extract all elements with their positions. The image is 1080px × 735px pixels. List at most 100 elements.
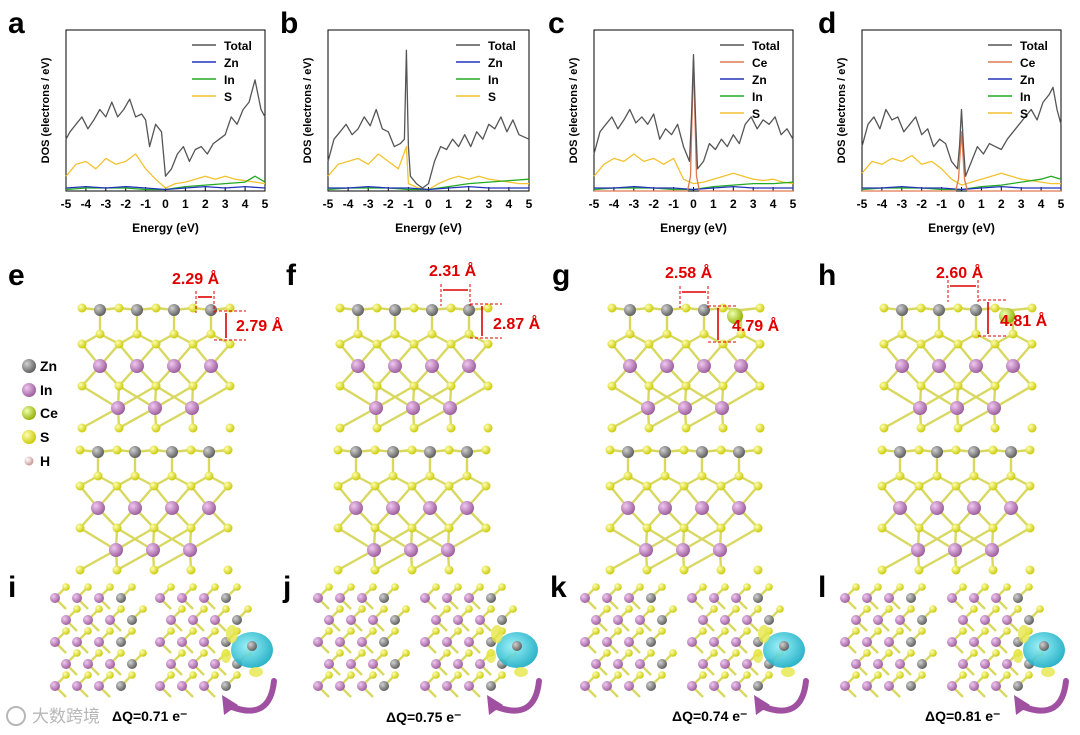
atom-s xyxy=(204,471,214,481)
atom-in xyxy=(183,543,197,557)
bond xyxy=(81,384,119,410)
atom-s xyxy=(169,329,179,339)
atom-zn xyxy=(390,615,400,625)
charge-slab xyxy=(155,583,252,698)
atom-in xyxy=(991,593,1001,603)
atom-in xyxy=(1002,659,1012,669)
atom-s xyxy=(971,329,981,339)
atom-s xyxy=(990,339,1000,349)
atom-s xyxy=(1025,445,1035,455)
atom-in xyxy=(947,593,957,603)
atom-s xyxy=(988,445,998,455)
atom-in xyxy=(128,501,142,515)
atom-s xyxy=(225,339,235,349)
atom-s xyxy=(380,605,388,613)
charge-slab xyxy=(580,583,677,698)
atom-s xyxy=(370,481,380,491)
x-axis-label: Energy (eV) xyxy=(928,221,995,235)
atom-zn xyxy=(917,659,927,669)
atom-s xyxy=(62,671,70,679)
atom-zn xyxy=(657,615,667,625)
atom-in xyxy=(109,543,123,557)
atom-in xyxy=(167,359,181,373)
atom-s xyxy=(149,523,159,533)
atom-in xyxy=(357,681,367,691)
legend-label-in: In xyxy=(224,73,235,87)
atom-s xyxy=(167,471,177,481)
atom-in xyxy=(862,593,872,603)
atom-in xyxy=(94,637,104,647)
atom-s xyxy=(679,565,689,575)
series-line-s xyxy=(65,153,266,189)
atom-in xyxy=(431,615,441,625)
atom-s xyxy=(914,481,924,491)
atom-in xyxy=(840,681,850,691)
atom-s xyxy=(370,445,380,455)
atom-s xyxy=(934,329,944,339)
delta-q-label-l: ΔQ=0.81 e⁻ xyxy=(925,708,1000,724)
atom-s xyxy=(614,627,622,635)
atom-s xyxy=(896,627,904,635)
atom-s xyxy=(333,565,343,575)
atom-s xyxy=(669,605,677,613)
dos-chart-d: -5 -4 -3 -2 -1 0 1 2 3 4 5 Energy (eV) DOS (electron… xyxy=(836,29,1065,235)
x-tick-label: 1 xyxy=(445,197,452,211)
atom-s xyxy=(755,423,765,433)
atom-s xyxy=(699,671,707,679)
atom-s xyxy=(914,565,924,575)
bond xyxy=(683,526,721,552)
x-tick-label: 2 xyxy=(465,197,472,211)
atom-in xyxy=(602,593,612,603)
atom-zn xyxy=(389,304,401,316)
x-tick-label: -4 xyxy=(609,197,620,211)
atom-in xyxy=(324,615,334,625)
atom-s xyxy=(481,481,491,491)
panel-letter-l: l xyxy=(818,571,826,604)
atom-zn xyxy=(352,304,364,316)
atom-in xyxy=(357,593,367,603)
atom-s xyxy=(636,627,644,635)
atom-s xyxy=(128,671,136,679)
atom-in xyxy=(715,401,729,415)
charge-slab xyxy=(50,583,147,698)
atom-s xyxy=(454,627,462,635)
atom-in xyxy=(346,659,356,669)
panel-letter-e: e xyxy=(8,259,25,292)
atom-s xyxy=(953,423,963,433)
atom-zn xyxy=(894,446,906,458)
atom-s xyxy=(614,671,622,679)
atom-s xyxy=(481,445,491,455)
atom-s xyxy=(1025,523,1035,533)
atom-s xyxy=(188,339,198,349)
x-tick-label: 1 xyxy=(710,197,717,211)
legend-label-zn: Zn xyxy=(752,73,767,87)
series-line-total xyxy=(861,86,1062,177)
structure-slab xyxy=(879,303,1037,433)
structure-slab xyxy=(877,445,1035,575)
atom-s xyxy=(481,565,491,575)
atom-zn xyxy=(116,681,126,691)
legend-label-in: In xyxy=(488,73,499,87)
atom-in xyxy=(678,401,692,415)
atom-zn xyxy=(379,593,389,603)
atom-s xyxy=(409,303,419,313)
atom-s xyxy=(369,583,377,591)
atom-zn xyxy=(166,446,178,458)
atom-s xyxy=(333,445,343,455)
bond xyxy=(118,384,156,410)
atom-in xyxy=(697,359,711,373)
atom-s xyxy=(233,583,241,591)
atom-in xyxy=(884,681,894,691)
atom-s xyxy=(660,471,670,481)
atom-in xyxy=(188,659,198,669)
plot-frame xyxy=(327,29,530,192)
atom-s xyxy=(636,583,644,591)
atom-in xyxy=(406,401,420,415)
atom-in xyxy=(83,659,93,669)
atom-s xyxy=(718,423,728,433)
atom-s xyxy=(151,303,161,313)
atom-zn xyxy=(131,304,143,316)
atom-in xyxy=(1006,359,1020,373)
bond xyxy=(449,384,489,410)
atom-in xyxy=(441,543,455,557)
